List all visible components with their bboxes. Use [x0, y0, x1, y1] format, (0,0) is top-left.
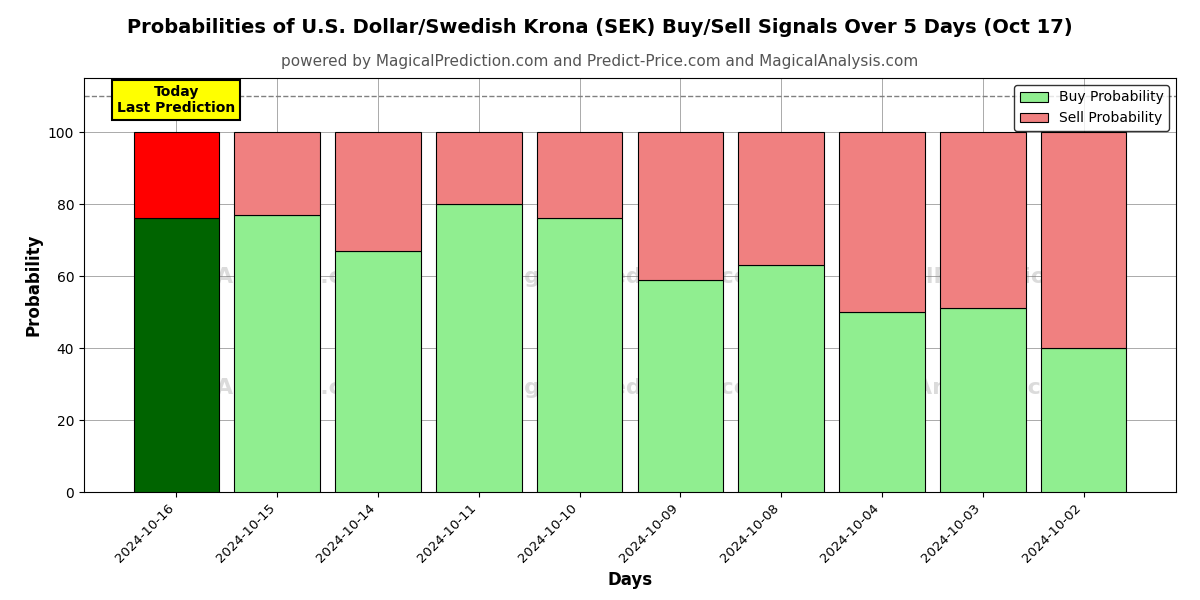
Bar [1040, 348, 1127, 492]
Y-axis label: Probability: Probability [24, 234, 42, 336]
Bar [637, 132, 724, 280]
Bar [335, 251, 421, 492]
Text: MagicalPrediction.com: MagicalPrediction.com [487, 379, 773, 398]
Bar [436, 132, 522, 204]
Bar [133, 218, 220, 492]
Text: MagicalPrediction.com: MagicalPrediction.com [487, 267, 773, 287]
Bar [738, 132, 824, 265]
Text: MagicalPrediction.com: MagicalPrediction.com [836, 267, 1122, 287]
Bar [234, 132, 320, 215]
Bar [940, 308, 1026, 492]
Text: calAnalysis.com: calAnalysis.com [180, 379, 380, 398]
Bar [637, 280, 724, 492]
Bar [940, 132, 1026, 308]
X-axis label: Days: Days [607, 571, 653, 589]
Bar [738, 265, 824, 492]
Text: Probabilities of U.S. Dollar/Swedish Krona (SEK) Buy/Sell Signals Over 5 Days (O: Probabilities of U.S. Dollar/Swedish Kro… [127, 18, 1073, 37]
Text: powered by MagicalPrediction.com and Predict-Price.com and MagicalAnalysis.com: powered by MagicalPrediction.com and Pre… [281, 54, 919, 69]
Bar [133, 132, 220, 218]
Bar [839, 312, 925, 492]
Bar [1040, 132, 1127, 348]
Bar [436, 204, 522, 492]
Bar [839, 132, 925, 312]
Bar [335, 132, 421, 251]
Text: Today
Last Prediction: Today Last Prediction [118, 85, 235, 115]
Bar [536, 132, 623, 218]
Bar [234, 215, 320, 492]
Text: calAnalysis.com: calAnalysis.com [880, 379, 1080, 398]
Legend: Buy Probability, Sell Probability: Buy Probability, Sell Probability [1014, 85, 1169, 131]
Text: calAnalysis.com: calAnalysis.com [180, 267, 380, 287]
Bar [536, 218, 623, 492]
